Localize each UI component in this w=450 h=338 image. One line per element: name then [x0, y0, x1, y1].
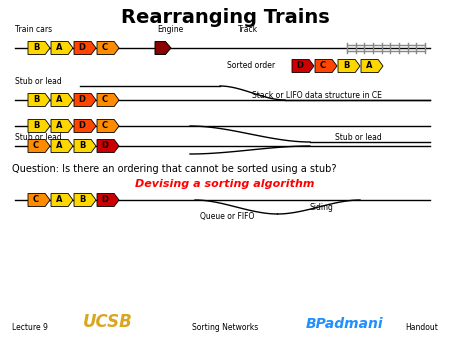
Polygon shape [155, 42, 171, 54]
Text: B: B [79, 195, 86, 204]
Text: Rearranging Trains: Rearranging Trains [121, 8, 329, 27]
Polygon shape [361, 59, 383, 72]
Text: C: C [33, 142, 39, 150]
Polygon shape [51, 120, 73, 132]
Text: A: A [56, 96, 63, 104]
Text: C: C [33, 195, 39, 204]
Text: D: D [102, 195, 108, 204]
Polygon shape [51, 42, 73, 54]
Polygon shape [97, 94, 119, 106]
Text: Sorting Networks: Sorting Networks [192, 323, 258, 333]
Polygon shape [97, 42, 119, 54]
Polygon shape [28, 94, 50, 106]
Text: C: C [102, 96, 108, 104]
Text: Engine: Engine [157, 25, 183, 34]
Text: Question: Is there an ordering that cannot be sorted using a stub?: Question: Is there an ordering that cann… [12, 164, 337, 174]
Text: C: C [320, 62, 326, 71]
Polygon shape [338, 59, 360, 72]
Text: A: A [56, 121, 63, 130]
Polygon shape [74, 42, 96, 54]
Text: Siding: Siding [310, 203, 334, 213]
Polygon shape [51, 193, 73, 207]
Text: D: D [102, 142, 108, 150]
Text: A: A [56, 195, 63, 204]
Text: Stack or LIFO data structure in CE: Stack or LIFO data structure in CE [252, 91, 382, 99]
Text: D: D [79, 96, 86, 104]
Text: Devising a sorting algorithm: Devising a sorting algorithm [135, 179, 315, 189]
Polygon shape [97, 120, 119, 132]
Text: C: C [102, 121, 108, 130]
Polygon shape [74, 193, 96, 207]
Text: A: A [366, 62, 373, 71]
Polygon shape [51, 94, 73, 106]
Text: A: A [56, 142, 63, 150]
Text: Sorted order: Sorted order [227, 62, 275, 71]
Polygon shape [28, 42, 50, 54]
Text: Stub or lead: Stub or lead [15, 134, 62, 143]
Text: D: D [79, 121, 86, 130]
Polygon shape [28, 140, 50, 152]
Polygon shape [292, 59, 314, 72]
Text: B: B [343, 62, 349, 71]
Text: BPadmani: BPadmani [306, 317, 384, 331]
Text: Stub or lead: Stub or lead [15, 77, 62, 87]
Text: A: A [56, 44, 63, 52]
Text: C: C [102, 44, 108, 52]
Text: D: D [297, 62, 304, 71]
Text: Handout: Handout [405, 323, 438, 333]
Text: D: D [79, 44, 86, 52]
Polygon shape [97, 193, 119, 207]
Text: Stub or lead: Stub or lead [335, 132, 382, 142]
Polygon shape [28, 120, 50, 132]
Polygon shape [97, 140, 119, 152]
Text: B: B [33, 96, 39, 104]
Text: Train cars: Train cars [15, 25, 52, 34]
Text: B: B [33, 121, 39, 130]
Polygon shape [74, 120, 96, 132]
Text: UCSB: UCSB [83, 313, 133, 331]
Polygon shape [28, 193, 50, 207]
Text: B: B [33, 44, 39, 52]
Text: Track: Track [238, 25, 258, 34]
Text: B: B [79, 142, 86, 150]
Polygon shape [74, 140, 96, 152]
Polygon shape [51, 140, 73, 152]
Text: Queue or FIFO: Queue or FIFO [200, 213, 254, 221]
Polygon shape [315, 59, 337, 72]
Polygon shape [74, 94, 96, 106]
Text: Lecture 9: Lecture 9 [12, 323, 48, 333]
